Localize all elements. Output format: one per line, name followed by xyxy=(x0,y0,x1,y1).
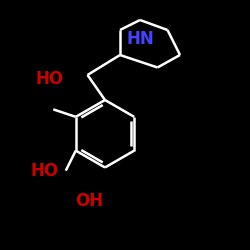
Text: HO: HO xyxy=(36,70,64,88)
Text: HO: HO xyxy=(30,162,58,180)
Text: OH: OH xyxy=(75,192,103,210)
Text: HN: HN xyxy=(126,30,154,48)
